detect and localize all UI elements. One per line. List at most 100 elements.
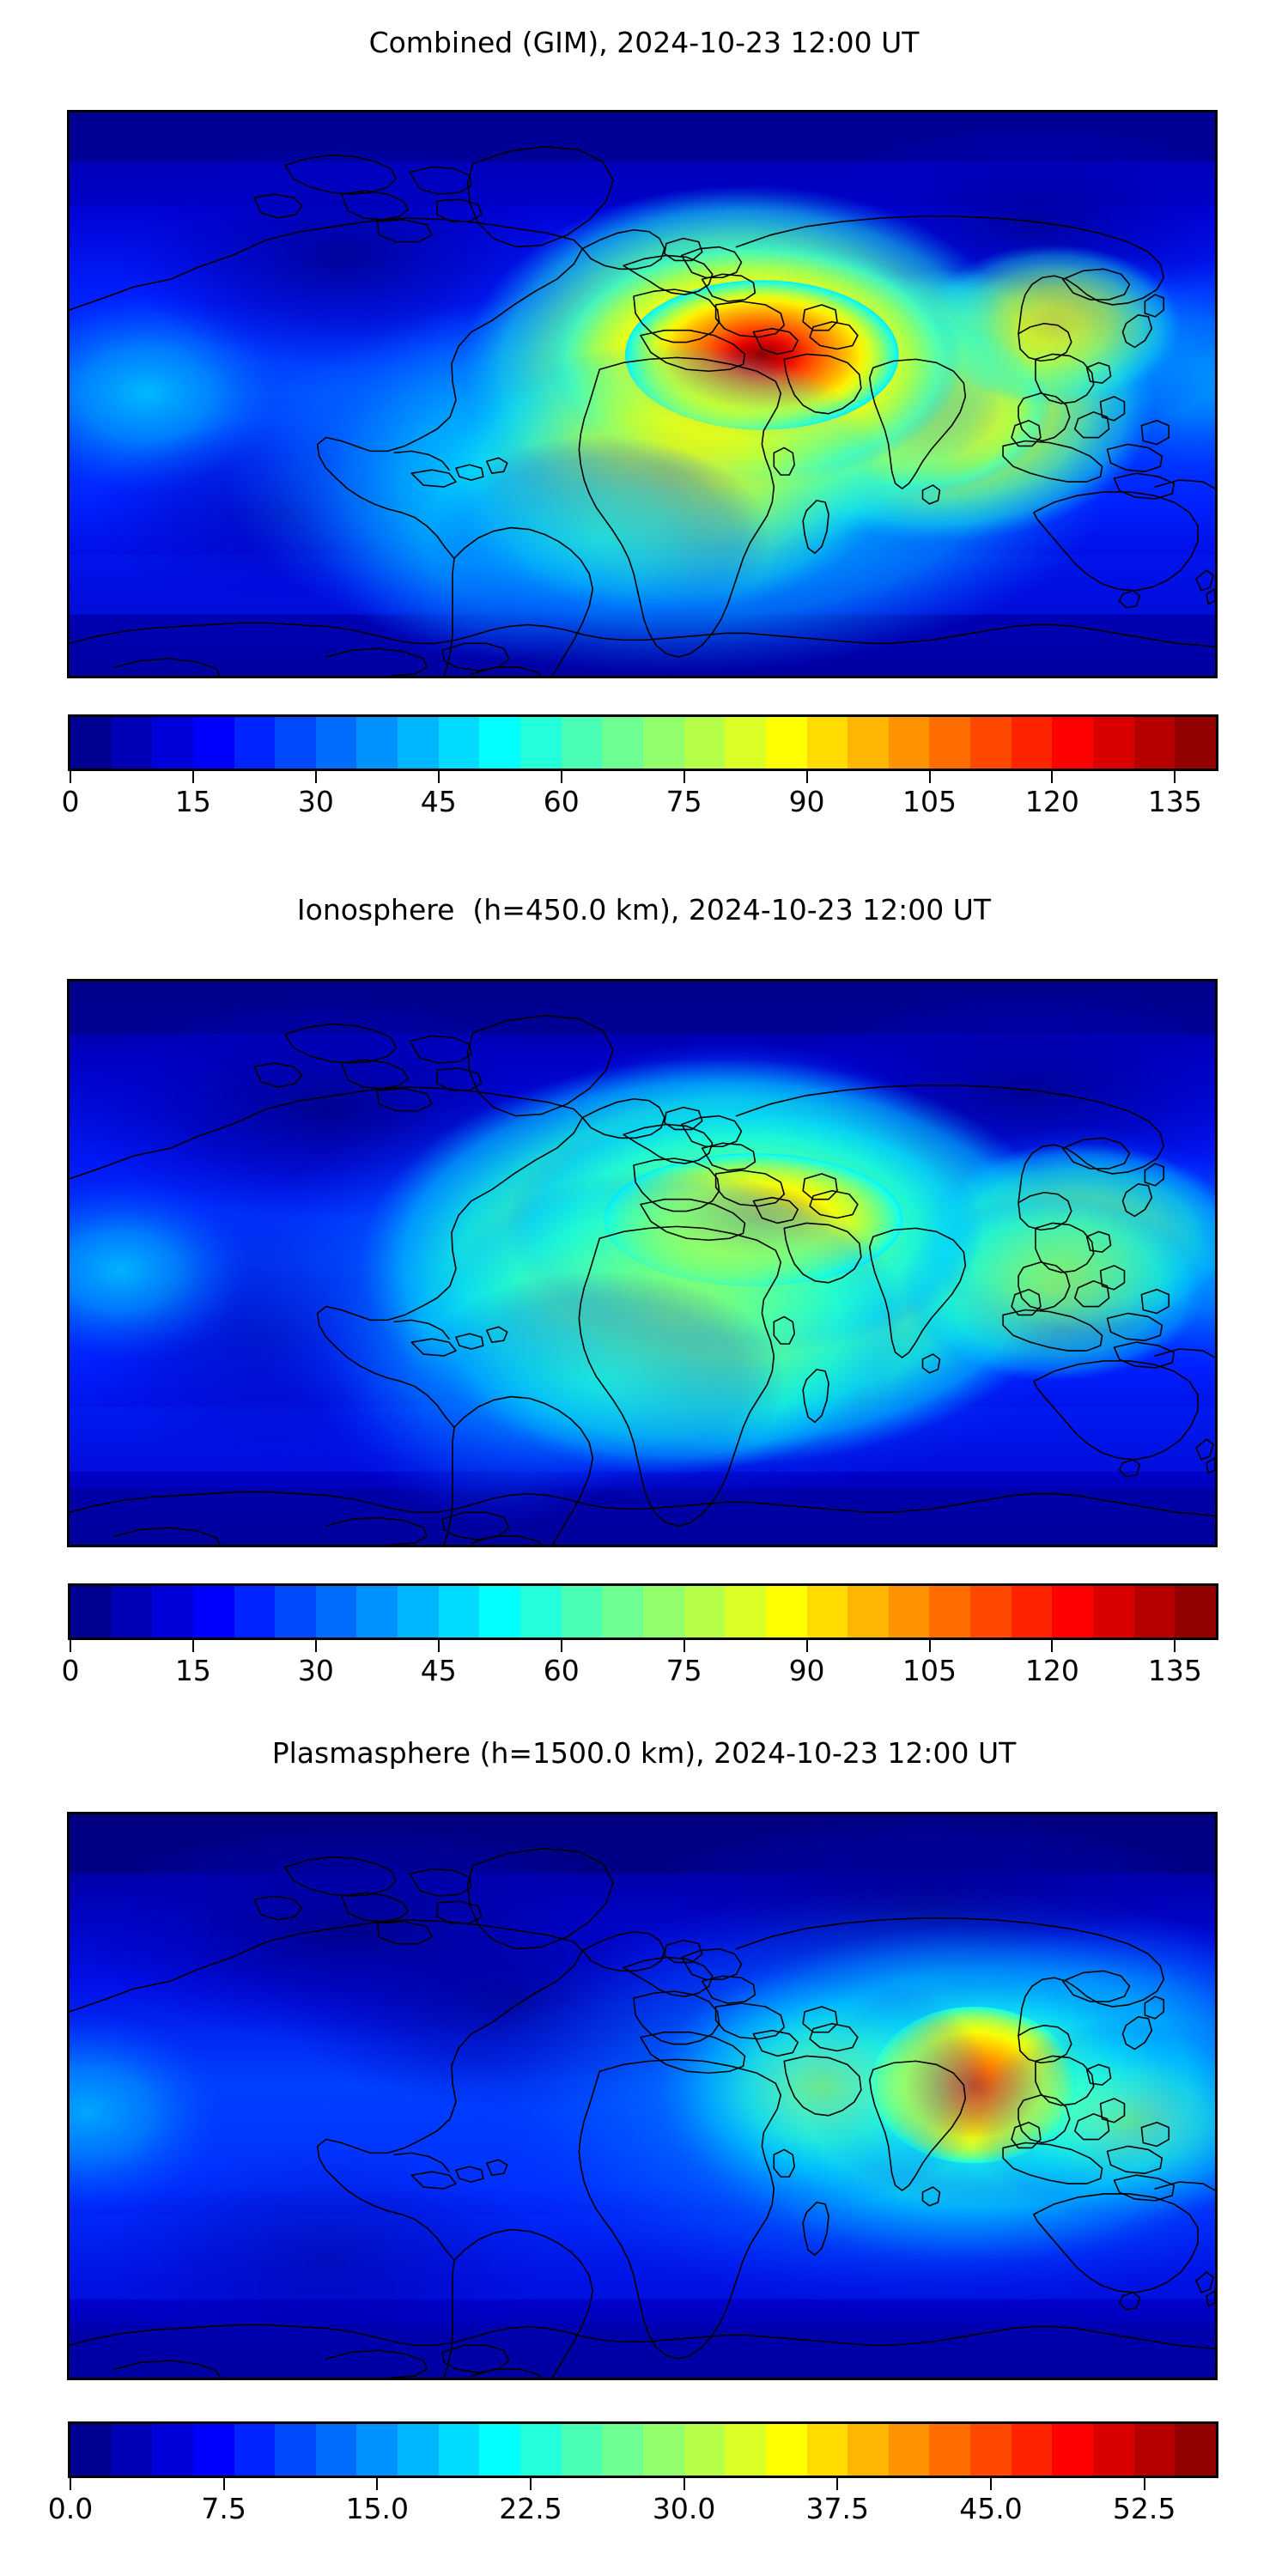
colorbar-tick <box>70 1640 71 1652</box>
colorbar-tick <box>683 771 685 783</box>
colorbar-segment <box>1175 1586 1216 1637</box>
colorbar-segment <box>1011 1586 1053 1637</box>
colorbar-segment <box>888 717 930 769</box>
colorbar-segment <box>398 1586 439 1637</box>
colorbar-segment <box>1133 717 1176 769</box>
colorbar-tick-label: 135 <box>1147 1654 1202 1687</box>
colorbar-ticks-plasmasphere <box>68 2478 1218 2490</box>
colorbar-tick <box>191 1640 194 1652</box>
colorbar-segment <box>152 1586 193 1637</box>
colorbar-segment <box>1175 717 1216 769</box>
colorbar-tick-label: 15 <box>174 1654 211 1687</box>
colorbar-segment <box>848 717 889 769</box>
colorbar-segment <box>192 2424 234 2476</box>
colorbar-segment <box>1011 2424 1053 2476</box>
colorbar-segment <box>929 1586 971 1637</box>
colorbar-tick-label: 15 <box>174 785 211 818</box>
colorbar-tick <box>529 2478 532 2490</box>
colorbar-segment <box>479 1586 521 1637</box>
colorbar-tick-label: 75 <box>665 1654 702 1687</box>
colorbar-segment <box>1093 2424 1134 2476</box>
colorbar-segment <box>602 717 643 769</box>
colorbar-segment <box>1052 717 1094 769</box>
colorbar-tick <box>1174 1640 1176 1652</box>
colorbar-segment <box>765 717 807 769</box>
colorbar-segment <box>888 1586 930 1637</box>
colorbar-tick-label: 90 <box>788 1654 825 1687</box>
panel-title-ionosphere: Ionosphere (h=450.0 km), 2024-10-23 12:0… <box>296 893 992 927</box>
colorbar-tick <box>836 2478 839 2490</box>
colorbar-tick <box>1051 771 1054 783</box>
map-ionosphere <box>67 979 1218 1547</box>
colorbar-segment <box>1133 1586 1176 1637</box>
colorbar-segment <box>70 1586 112 1637</box>
colorbar-segment <box>561 2424 603 2476</box>
colorbar-segment <box>642 1586 684 1637</box>
colorbar-segment <box>479 717 521 769</box>
colorbar-ticks-combined-gim <box>68 771 1218 783</box>
colorbar-segment <box>765 2424 807 2476</box>
colorbar-segment <box>520 717 562 769</box>
colorbar-segment <box>848 1586 889 1637</box>
colorbar-plasmasphere: 0.0 7.5 15.0 22.5 30.0 37.5 45.0 52.5 <box>48 2421 1218 2533</box>
colorbar-tick <box>1174 771 1176 783</box>
coastlines <box>70 1014 1215 1545</box>
colorbar-combined-gim: 0 15 30 45 60 75 90 105 120 135 <box>62 714 1218 826</box>
panel-title-plasmasphere: Plasmasphere (h=1500.0 km), 2024-10-23 1… <box>271 1736 1017 1770</box>
colorbar-segment <box>315 1586 357 1637</box>
colorbar-segment <box>438 2424 480 2476</box>
colorbar-tick-label: 37.5 <box>805 2492 870 2525</box>
colorbar-segment <box>683 2424 726 2476</box>
colorbar-tick-label: 0 <box>61 1654 80 1687</box>
panel-combined-gim: Combined (GIM), 2024-10-23 12:00 UT <box>0 0 1288 859</box>
panel-title-combined-gim: Combined (GIM), 2024-10-23 12:00 UT <box>368 26 920 59</box>
colorbar-tick <box>191 771 194 783</box>
colorbar-segment <box>520 2424 562 2476</box>
colorbar-segment <box>356 717 398 769</box>
colorbar-tick-label: 45.0 <box>959 2492 1023 2525</box>
colorbar-segment <box>806 717 848 769</box>
colorbar-segment <box>806 1586 848 1637</box>
colorbar-tick-label: 105 <box>902 785 957 818</box>
map-combined-gim <box>67 110 1218 678</box>
colorbar-segment <box>275 717 316 769</box>
colorbar-tick-label: 30 <box>297 785 334 818</box>
colorbar-tick-label: 105 <box>902 1654 957 1687</box>
colorbar-tick-label: 0 <box>61 785 80 818</box>
colorbar-segment <box>970 1586 1012 1637</box>
colorbar-segment <box>765 1586 807 1637</box>
colorbar-tick <box>683 1640 685 1652</box>
colorbar-segment <box>111 1586 153 1637</box>
colorbar-segment <box>806 2424 848 2476</box>
colorbar-segment <box>234 2424 276 2476</box>
colorbar-tick-label: 60 <box>543 785 580 818</box>
colorbar-tick <box>560 771 562 783</box>
colorbar-segment <box>315 717 357 769</box>
colorbar-tick-label: 120 <box>1024 1654 1079 1687</box>
colorbar-tick-label: 30.0 <box>652 2492 716 2525</box>
coastlines <box>70 145 1215 676</box>
colorbar-tick-label: 45 <box>420 1654 457 1687</box>
colorbar-segment <box>111 2424 153 2476</box>
colorbar-tick <box>560 1640 562 1652</box>
colorbar-segment <box>192 717 234 769</box>
colorbar-tick <box>70 771 71 783</box>
colorbar-tick-label: 7.5 <box>201 2492 246 2525</box>
colorbar-segment <box>438 717 480 769</box>
colorbar-segment <box>602 1586 643 1637</box>
colorbar-tick <box>70 2478 71 2490</box>
colorbar-tick <box>376 2478 379 2490</box>
colorbar-tick-label: 22.5 <box>499 2492 562 2525</box>
colorbar-segment <box>234 717 276 769</box>
colorbar-labels-plasmasphere: 0.0 7.5 15.0 22.5 30.0 37.5 45.0 52.5 <box>48 2492 1218 2531</box>
colorbar-segment <box>602 2424 643 2476</box>
colorbar-tick <box>437 771 440 783</box>
colorbar-segment <box>70 717 112 769</box>
colorbar-ionosphere: 0 15 30 45 60 75 90 105 120 135 <box>62 1583 1218 1695</box>
colorbar-segment <box>70 2424 112 2476</box>
colorbar-segment <box>561 717 603 769</box>
colorbar-tick-label: 0.0 <box>47 2492 94 2525</box>
colorbar-strip-combined-gim <box>68 714 1218 771</box>
colorbar-segment <box>1175 2424 1216 2476</box>
